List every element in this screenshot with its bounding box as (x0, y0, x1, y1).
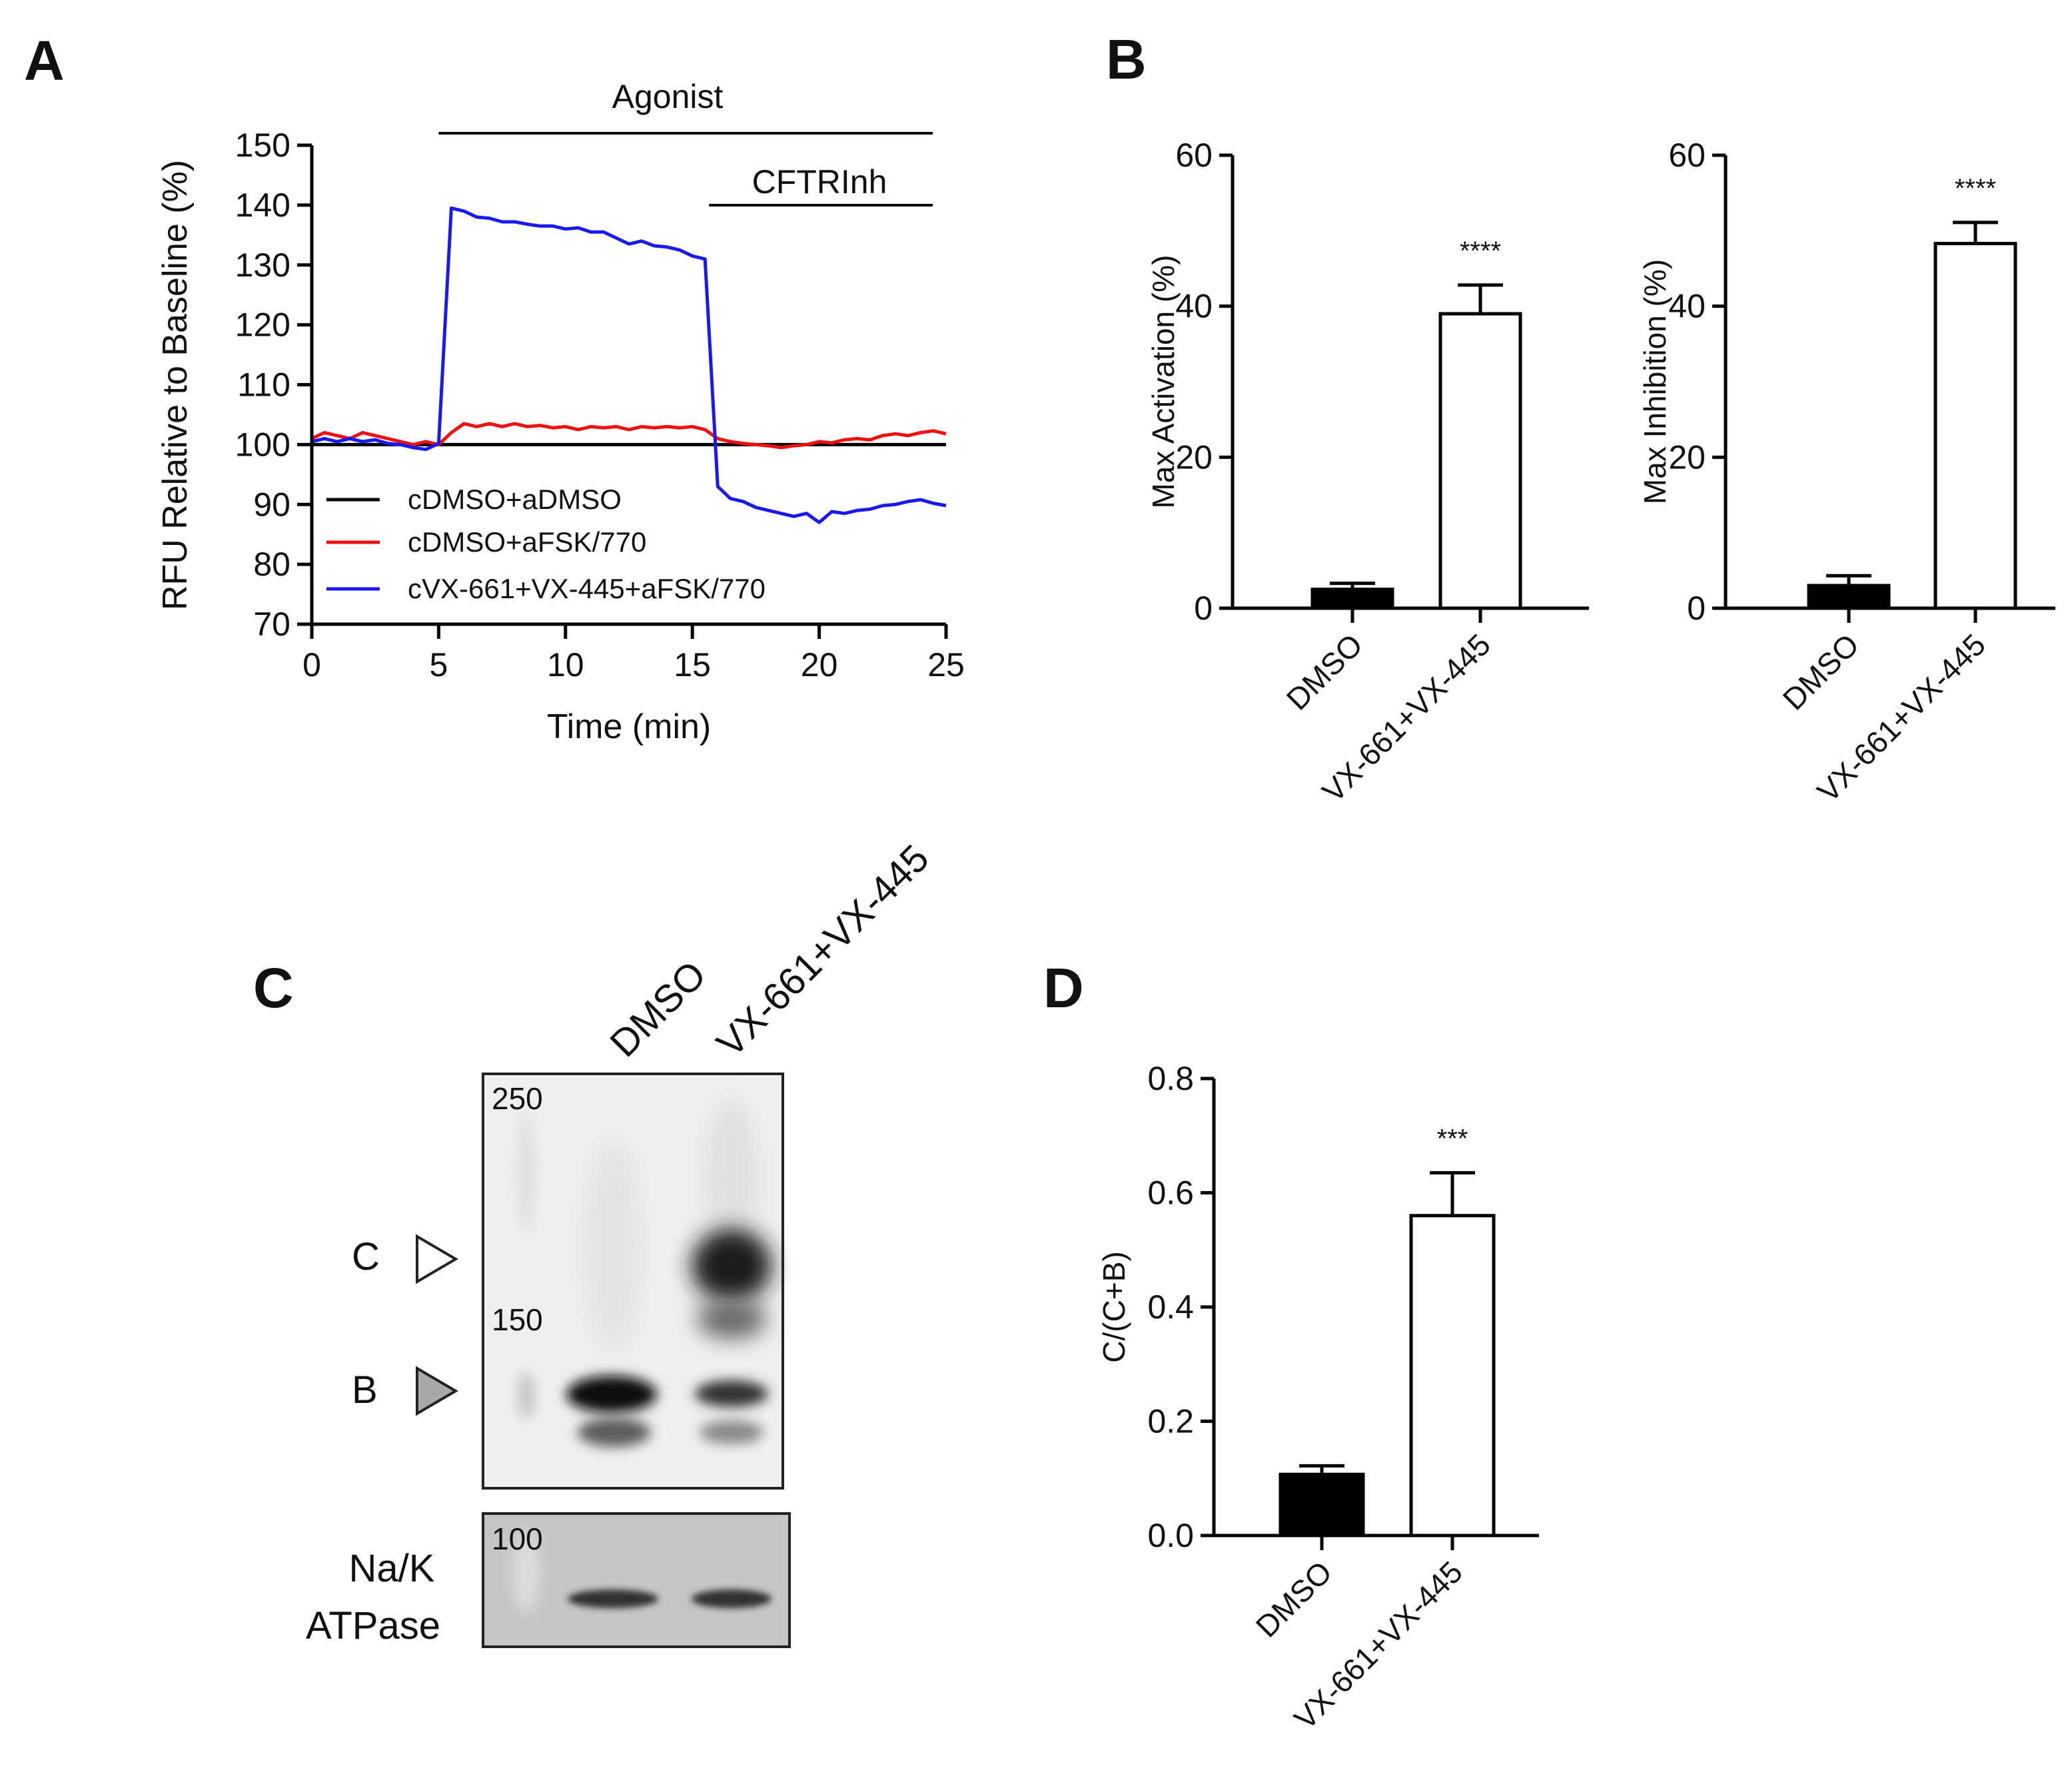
bar-treated (1933, 242, 2017, 610)
mw-marker-250: 250 (492, 1081, 543, 1116)
cftrinh-annotation: CFTRInh (752, 163, 887, 201)
y-tick-label: 0.2 (1147, 1403, 1194, 1440)
panel-label-a: A (24, 29, 65, 92)
y-tick-label: 0.0 (1147, 1517, 1194, 1554)
a-x-tick-label: 20 (801, 646, 838, 683)
blot-lane-label-treated: VX-661+VX-445 (708, 837, 937, 1066)
a-y-tick-label: 80 (253, 546, 290, 583)
loading-label-line2: ATPase (306, 1604, 440, 1647)
a-y-tick-label: 150 (235, 127, 290, 164)
panel-a-line-chart: 70 80 90 100 110 120 130 140 150 0 5 10 15 20 25 Time… (156, 78, 965, 746)
panel-a-plot-area (310, 206, 947, 524)
category-label: DMSO (1249, 1554, 1338, 1643)
y-tick-label: 0.8 (1147, 1060, 1194, 1097)
y-tick-label: 60 (1175, 137, 1213, 174)
legend-label-1: cDMSO+aDMSO (408, 484, 622, 515)
a-x-ticks: 0 5 10 15 20 25 (302, 624, 965, 683)
significance-stars: **** (1955, 174, 1996, 203)
y-tick-label: 20 (1175, 438, 1213, 476)
bar-treated (1409, 1214, 1496, 1538)
band-b-treated (695, 1380, 768, 1407)
atpase-band-treated (692, 1589, 772, 1608)
a-y-tick-label: 130 (235, 246, 290, 284)
blot-lane-label-dmso: DMSO (602, 953, 714, 1065)
a-legend: cDMSO+aDMSO cDMSO+aFSK/770 cVX-661+VX-44… (326, 484, 766, 604)
a-x-tick-label: 5 (429, 646, 448, 683)
y-tick-label: 20 (1668, 438, 1706, 476)
b1-y-axis-title: Max Activation (%) (1146, 255, 1181, 509)
a-y-tick-label: 70 (253, 606, 290, 643)
loading-label-line1: Na/K (349, 1547, 435, 1590)
panel-label-c: C (253, 957, 294, 1019)
a-series-line-2 (310, 422, 947, 450)
significance-stars: **** (1460, 236, 1501, 266)
bar-dmso (1310, 588, 1394, 610)
legend-label-3: cVX-661+VX-445+aFSK/770 (408, 573, 766, 604)
a-y-tick-label: 90 (253, 486, 290, 523)
b2-y-axis-title: Max Inhibition (%) (1638, 259, 1672, 504)
y-tick-label: 60 (1668, 137, 1706, 174)
category-label: DMSO (1280, 627, 1369, 716)
band-c-arrow-icon (416, 1234, 458, 1284)
band-b-arrow-icon (416, 1366, 458, 1416)
significance-stars: *** (1437, 1124, 1468, 1153)
panel-label-b: B (1106, 28, 1147, 91)
a-y-tick-label: 120 (235, 306, 290, 344)
a-x-tick-label: 10 (547, 646, 584, 683)
category-label: DMSO (1776, 627, 1865, 716)
a-x-axis-title: Time (min) (547, 707, 712, 746)
a-y-tick-label: 100 (235, 426, 290, 463)
a-y-tick-label: 110 (237, 366, 290, 404)
y-tick-label: 40 (1668, 288, 1706, 325)
agonist-annotation: Agonist (612, 78, 724, 115)
panel-label-d: D (1043, 957, 1084, 1019)
y-tick-label: 40 (1175, 288, 1213, 325)
a-series-line-3 (311, 206, 947, 524)
bar-treated (1438, 312, 1522, 610)
band-b-label: B (352, 1368, 378, 1412)
a-y-tick-label: 140 (235, 187, 290, 224)
band-c-label: C (352, 1235, 380, 1278)
y-tick-label: 0 (1687, 590, 1706, 627)
band-b-dmso (566, 1376, 657, 1413)
mw-marker-100: 100 (492, 1522, 543, 1556)
bar-dmso (1807, 584, 1891, 610)
a-x-tick-label: 25 (927, 646, 965, 683)
mw-marker-150: 150 (492, 1302, 543, 1337)
blot-loading-control-image (482, 1512, 791, 1648)
a-x-tick-label: 0 (302, 646, 321, 683)
y-tick-label: 0.4 (1147, 1288, 1194, 1326)
band-c-treated (692, 1229, 772, 1302)
y-tick-label: 0.6 (1147, 1174, 1194, 1212)
bar-dmso (1279, 1472, 1365, 1538)
d-y-axis-title: C/(C+B) (1097, 1251, 1131, 1362)
panel-c-western-blot: DMSO VX-661+VX-445 250 150 C B (306, 837, 937, 1648)
a-y-ticks: 70 80 90 100 110 120 130 140 150 (235, 127, 312, 643)
blot-main-image (482, 1073, 784, 1490)
atpase-band-dmso (568, 1589, 658, 1608)
a-x-tick-label: 15 (674, 646, 711, 683)
y-tick-label: 0 (1194, 590, 1213, 627)
legend-label-2: cDMSO+aFSK/770 (408, 526, 646, 558)
a-y-axis-title: RFU Relative to Baseline (%) (156, 160, 195, 610)
